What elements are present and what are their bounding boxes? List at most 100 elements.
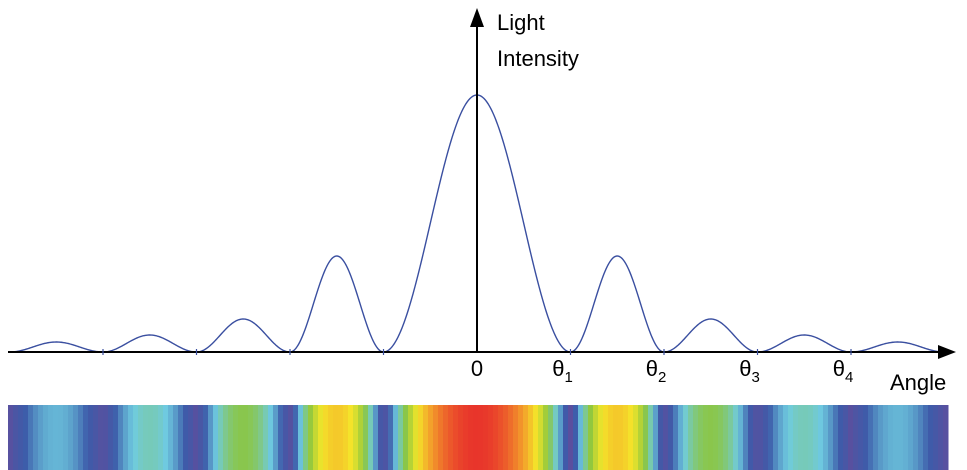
band-stripe bbox=[708, 405, 714, 470]
band-stripe bbox=[328, 405, 334, 470]
band-stripe bbox=[648, 405, 654, 470]
band-stripe bbox=[443, 405, 449, 470]
band-stripe bbox=[43, 405, 49, 470]
band-stripe bbox=[128, 405, 134, 470]
band-stripe bbox=[908, 405, 914, 470]
band-stripe bbox=[638, 405, 644, 470]
band-stripe bbox=[898, 405, 904, 470]
band-stripe bbox=[448, 405, 454, 470]
band-stripe bbox=[318, 405, 324, 470]
band-stripe bbox=[793, 405, 799, 470]
band-stripe bbox=[568, 405, 574, 470]
band-stripe bbox=[163, 405, 169, 470]
band-stripe bbox=[88, 405, 94, 470]
band-stripe bbox=[758, 405, 764, 470]
band-stripe bbox=[363, 405, 369, 470]
band-stripe bbox=[593, 405, 599, 470]
band-stripe bbox=[713, 405, 719, 470]
tick-symbol: θ bbox=[833, 356, 845, 381]
band-stripe bbox=[428, 405, 434, 470]
band-stripe bbox=[243, 405, 249, 470]
band-stripe bbox=[843, 405, 849, 470]
tick-subscript: 4 bbox=[845, 369, 853, 386]
band-stripe bbox=[228, 405, 234, 470]
band-stripe bbox=[628, 405, 634, 470]
band-stripe bbox=[643, 405, 649, 470]
band-stripe bbox=[348, 405, 354, 470]
band-stripe bbox=[278, 405, 284, 470]
band-stripe bbox=[698, 405, 704, 470]
band-stripe bbox=[933, 405, 939, 470]
band-stripe bbox=[23, 405, 29, 470]
band-stripe bbox=[508, 405, 514, 470]
band-stripe bbox=[383, 405, 389, 470]
band-stripe bbox=[653, 405, 659, 470]
band-stripe bbox=[528, 405, 534, 470]
band-stripe bbox=[808, 405, 814, 470]
band-stripe bbox=[943, 405, 949, 470]
band-stripe bbox=[123, 405, 129, 470]
band-stripe bbox=[98, 405, 104, 470]
band-stripe bbox=[143, 405, 149, 470]
band-stripe bbox=[603, 405, 609, 470]
band-stripe bbox=[233, 405, 239, 470]
band-stripe bbox=[198, 405, 204, 470]
band-stripe bbox=[738, 405, 744, 470]
band-stripe bbox=[513, 405, 519, 470]
band-stripe bbox=[13, 405, 19, 470]
band-stripe bbox=[258, 405, 264, 470]
tick-symbol: 0 bbox=[471, 356, 483, 381]
band-stripe bbox=[483, 405, 489, 470]
band-stripe bbox=[778, 405, 784, 470]
band-stripe bbox=[113, 405, 119, 470]
band-stripe bbox=[583, 405, 589, 470]
band-stripe bbox=[263, 405, 269, 470]
band-stripe bbox=[493, 405, 499, 470]
band-stripe bbox=[133, 405, 139, 470]
band-stripe bbox=[658, 405, 664, 470]
tick-symbol: θ bbox=[552, 356, 564, 381]
band-stripe bbox=[518, 405, 524, 470]
band-stripe bbox=[413, 405, 419, 470]
band-stripe bbox=[813, 405, 819, 470]
tick-label: θ3 bbox=[739, 356, 760, 386]
band-stripe bbox=[818, 405, 824, 470]
band-stripe bbox=[558, 405, 564, 470]
band-stripe bbox=[48, 405, 54, 470]
band-stripe bbox=[18, 405, 24, 470]
band-stripe bbox=[673, 405, 679, 470]
tick-subscript: 3 bbox=[751, 369, 759, 386]
band-stripe bbox=[338, 405, 344, 470]
band-stripe bbox=[688, 405, 694, 470]
band-stripe bbox=[188, 405, 194, 470]
band-stripe bbox=[578, 405, 584, 470]
band-stripe bbox=[728, 405, 734, 470]
band-stripe bbox=[608, 405, 614, 470]
band-stripe bbox=[238, 405, 244, 470]
band-stripe bbox=[588, 405, 594, 470]
band-stripe bbox=[108, 405, 114, 470]
band-stripe bbox=[478, 405, 484, 470]
band-stripe bbox=[438, 405, 444, 470]
band-stripe bbox=[313, 405, 319, 470]
band-stripe bbox=[903, 405, 909, 470]
band-stripe bbox=[838, 405, 844, 470]
band-stripe bbox=[173, 405, 179, 470]
band-stripe bbox=[463, 405, 469, 470]
band-stripe bbox=[273, 405, 279, 470]
band-stripe bbox=[923, 405, 929, 470]
tick-subscript: 1 bbox=[564, 369, 572, 386]
band-stripe bbox=[283, 405, 289, 470]
band-stripe bbox=[468, 405, 474, 470]
x-label: Angle bbox=[890, 370, 946, 395]
band-stripe bbox=[153, 405, 159, 470]
band-stripe bbox=[323, 405, 329, 470]
band-stripe bbox=[213, 405, 219, 470]
band-stripe bbox=[743, 405, 749, 470]
band-stripe bbox=[208, 405, 214, 470]
band-stripe bbox=[298, 405, 304, 470]
band-stripe bbox=[938, 405, 944, 470]
band-stripe bbox=[853, 405, 859, 470]
band-stripe bbox=[408, 405, 414, 470]
band-stripe bbox=[533, 405, 539, 470]
